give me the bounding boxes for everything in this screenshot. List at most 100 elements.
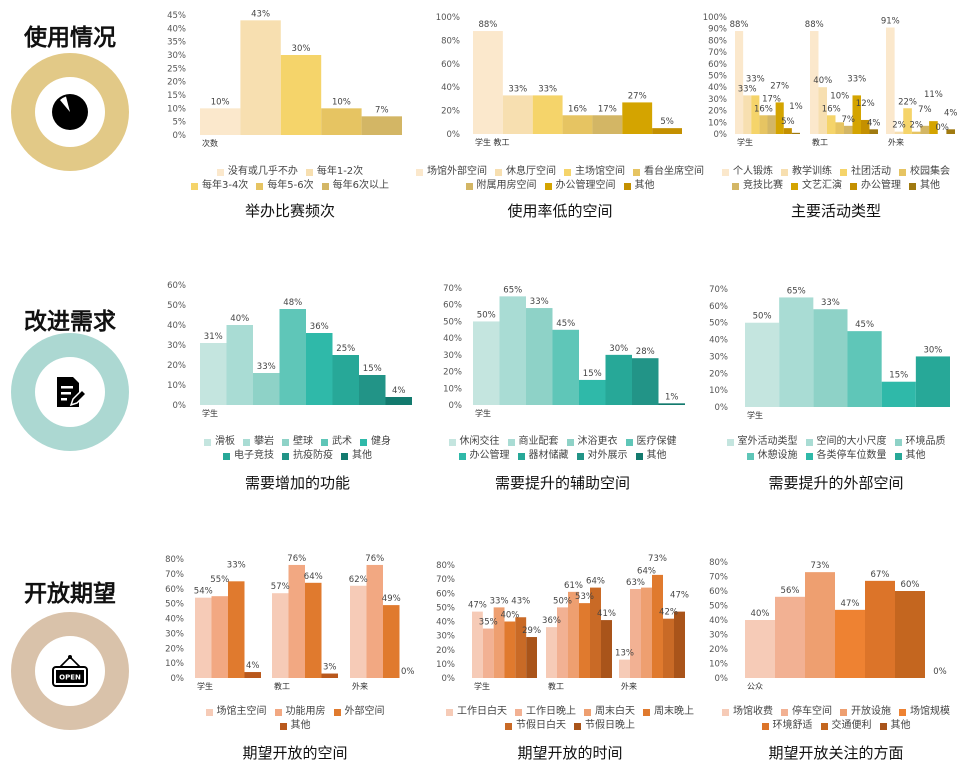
- legend-item[interactable]: 节假日白天: [505, 720, 566, 732]
- legend-item[interactable]: 环境舒适: [761, 720, 813, 732]
- legend-item[interactable]: 看台坐席空间: [633, 166, 704, 178]
- legend-item[interactable]: 场馆外部空间: [416, 166, 487, 178]
- y-tick-label: 60%: [443, 301, 462, 311]
- legend-item[interactable]: 武术: [321, 436, 352, 448]
- legend-item[interactable]: 交通便利: [820, 720, 872, 732]
- legend-item[interactable]: 其他: [909, 180, 940, 192]
- legend-item[interactable]: 商业配套: [507, 436, 559, 448]
- legend-swatch: [216, 168, 224, 176]
- legend-item[interactable]: 休息厅空间: [495, 166, 556, 178]
- legend-item[interactable]: 其他: [879, 720, 911, 732]
- category-label: 学生 教工: [475, 137, 510, 147]
- bar-教学训练: [894, 131, 904, 134]
- legend-item[interactable]: 外部空间: [333, 706, 385, 718]
- legend-item[interactable]: 没有或几乎不办: [216, 166, 298, 178]
- data-label: 65%: [503, 285, 522, 295]
- data-label: 30%: [923, 345, 942, 355]
- legend-item[interactable]: 文艺汇演: [791, 180, 842, 192]
- bar-办公管理: [783, 128, 792, 134]
- legend-item[interactable]: 对外展示: [576, 450, 628, 462]
- y-tick-label: 0%: [171, 674, 185, 684]
- legend-item[interactable]: 其他: [341, 450, 372, 462]
- legend-item[interactable]: 校园集会: [899, 166, 950, 178]
- legend-item[interactable]: 空间的大小尺度: [805, 436, 887, 448]
- section-title-usage: 使用情况: [24, 25, 116, 51]
- bar-教学训练: [743, 95, 752, 134]
- legend-item[interactable]: 周末晚上: [643, 706, 694, 718]
- legend-item[interactable]: 室外活动类型: [726, 436, 798, 448]
- legend-item[interactable]: 每年6次以上: [321, 180, 389, 192]
- legend-item[interactable]: 每年3-4次: [190, 180, 248, 192]
- y-tick-label: 40%: [167, 321, 186, 331]
- legend-item[interactable]: 教学训练: [781, 166, 832, 178]
- legend-item[interactable]: 办公管理空间: [544, 180, 616, 192]
- category-label: 教工: [548, 681, 564, 691]
- legend-swatch: [840, 168, 847, 176]
- legend-item[interactable]: 周末白天: [584, 706, 635, 718]
- chart-title: 期望开放的时间: [517, 744, 623, 762]
- bar-社团活动: [827, 115, 836, 134]
- legend-label: 场馆外部空间: [427, 166, 487, 177]
- legend-item[interactable]: 电子竞技: [223, 450, 274, 462]
- data-label: 2%: [892, 121, 906, 131]
- legend-swatch: [360, 438, 367, 446]
- legend-item[interactable]: 停车空间: [781, 706, 832, 718]
- legend-item[interactable]: 功能用房: [274, 706, 326, 718]
- legend-item[interactable]: 办公管理: [850, 180, 901, 192]
- data-label: 88%: [478, 20, 497, 30]
- legend-item[interactable]: 场馆规模: [899, 706, 950, 718]
- data-label: 30%: [292, 44, 311, 54]
- bar-其他: [385, 397, 412, 405]
- legend-swatch: [333, 708, 341, 716]
- y-tick-label: 40%: [165, 615, 184, 625]
- legend-item[interactable]: 开放设施: [840, 706, 891, 718]
- legend-item[interactable]: 竞技比赛: [732, 180, 783, 192]
- legend-item[interactable]: 各类停车位数量: [805, 450, 887, 462]
- legend-item[interactable]: 节假日晚上: [574, 720, 635, 732]
- category-label: 教工: [274, 681, 290, 691]
- bar-每年5-6次: [321, 108, 362, 135]
- legend-item[interactable]: 攀岩: [243, 436, 274, 448]
- legend-item[interactable]: 工作日白天: [446, 706, 507, 718]
- legend-item[interactable]: 办公管理: [458, 450, 510, 462]
- bar-工作日晚上: [557, 607, 568, 678]
- y-tick-label: 0%: [173, 401, 187, 411]
- legend-item[interactable]: 附属用房空间: [465, 180, 537, 192]
- legend-item[interactable]: 场馆主空间: [205, 706, 267, 718]
- data-label: 0%: [933, 667, 947, 677]
- data-label: 22%: [898, 97, 917, 107]
- category-label: 教工: [812, 137, 828, 147]
- legend-item[interactable]: 每年5-6次: [256, 180, 314, 192]
- y-tick-label: 60%: [709, 587, 728, 597]
- category-label: 学生: [737, 137, 753, 147]
- legend-swatch: [566, 438, 574, 446]
- legend-item[interactable]: 医疗保健: [625, 436, 677, 448]
- legend-item[interactable]: 休闲交往: [448, 436, 500, 448]
- y-tick-label: 30%: [436, 632, 455, 642]
- legend-item[interactable]: 其他: [623, 180, 655, 192]
- legend-item[interactable]: 社团活动: [840, 166, 891, 178]
- legend-swatch: [282, 438, 289, 446]
- legend-item[interactable]: 其他: [279, 720, 311, 732]
- bar-每年6次以上: [361, 116, 402, 135]
- legend-item[interactable]: 器材储藏: [517, 450, 569, 462]
- legend-item[interactable]: 其他: [894, 450, 926, 462]
- y-tick-label: 70%: [443, 284, 462, 294]
- legend-item[interactable]: 休憩设施: [746, 450, 798, 462]
- data-label: 33%: [746, 74, 765, 84]
- legend-item[interactable]: 滑板: [204, 436, 235, 448]
- legend-item[interactable]: 场馆收费: [722, 706, 773, 718]
- bar-周末晚上: [504, 621, 516, 678]
- legend-item[interactable]: 壁球: [282, 436, 313, 448]
- legend-item[interactable]: 工作日晚上: [515, 706, 576, 718]
- data-label: 5%: [660, 117, 674, 127]
- legend-item[interactable]: 个人锻炼: [722, 166, 773, 178]
- data-label: 16%: [754, 104, 773, 114]
- legend-item[interactable]: 抗疫防疫: [282, 450, 333, 462]
- legend-item[interactable]: 每年1-2次: [305, 166, 363, 178]
- legend-item[interactable]: 其他: [635, 450, 667, 462]
- legend-item[interactable]: 健身: [360, 436, 391, 448]
- legend-item[interactable]: 主场馆空间: [564, 166, 625, 178]
- legend-item[interactable]: 沐浴更衣: [566, 436, 618, 448]
- legend-item[interactable]: 环境品质: [894, 436, 946, 448]
